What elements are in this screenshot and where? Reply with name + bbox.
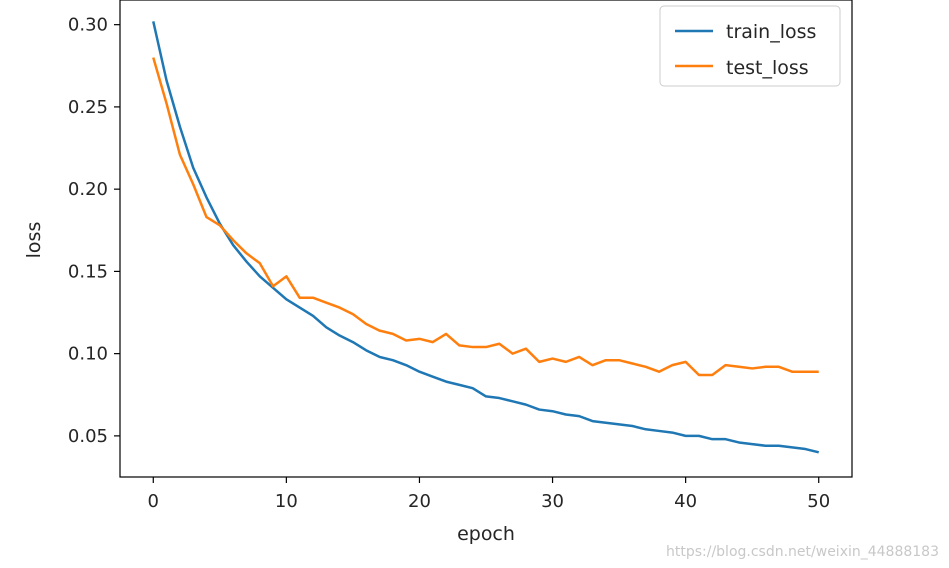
legend-label-train-loss: train_loss: [726, 21, 816, 43]
x-axis: 0 10 20 30 40 50: [148, 477, 830, 512]
x-tick-label: 30: [541, 491, 564, 512]
x-tick-label: 20: [408, 491, 431, 512]
y-tick-label: 0.30: [68, 15, 108, 36]
y-tick-label: 0.25: [68, 97, 108, 118]
y-tick-label: 0.10: [68, 344, 108, 365]
x-tick-label: 0: [148, 491, 159, 512]
x-tick-label: 10: [275, 491, 298, 512]
y-tick-label: 0.15: [68, 261, 108, 282]
x-axis-label: epoch: [457, 523, 515, 545]
x-tick-label: 50: [807, 491, 830, 512]
y-axis: 0.05 0.10 0.15 0.20 0.25 0.30: [68, 15, 120, 447]
plot-frame: [119, 0, 853, 478]
watermark: https://blog.csdn.net/weixin_44888183: [665, 544, 939, 560]
y-tick-label: 0.05: [68, 426, 108, 447]
x-tick-label: 40: [674, 491, 697, 512]
series-layer: [152, 21, 820, 454]
legend-label-test-loss: test_loss: [726, 57, 809, 79]
series-line-test-loss: [152, 57, 819, 377]
y-axis-label: loss: [23, 222, 45, 259]
y-tick-label: 0.20: [68, 179, 108, 200]
series-line-train-loss: [152, 21, 820, 454]
legend: train_loss test_loss: [659, 5, 841, 87]
